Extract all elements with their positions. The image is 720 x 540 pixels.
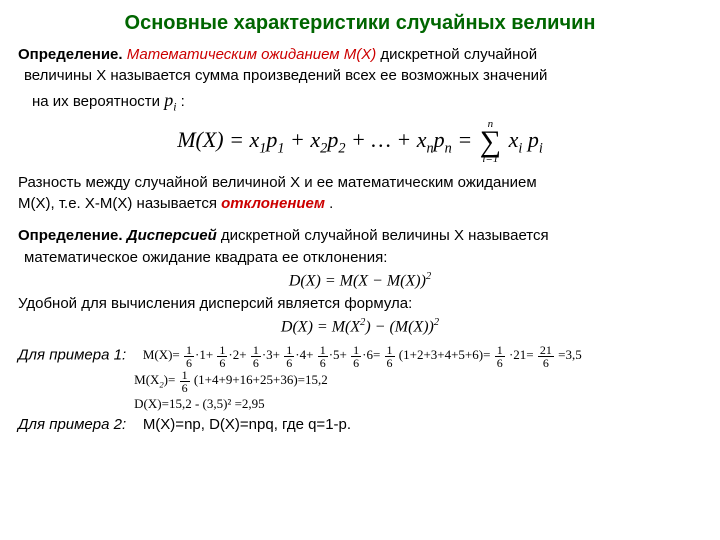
text: дискретной случайной xyxy=(380,46,537,63)
definition-1-line-2: величины X называется сумма произведений… xyxy=(18,66,702,86)
slide-title: Основные характеристики случайных величи… xyxy=(18,10,702,37)
sigma-glyph: ∑ xyxy=(480,130,501,154)
frac: 16 xyxy=(180,369,190,394)
text: на их вероятности xyxy=(32,93,164,110)
example-1-mx: M(X)= 16·1+ 16·2+ 16·3+ 16·4+ 16·5+ 16·6… xyxy=(143,347,582,362)
term-dispersion: Дисперсией xyxy=(127,227,217,244)
example-1-dx: D(X)=15,2 - (3,5)² =2,95 xyxy=(134,396,264,411)
example-1-label: Для примера 1: xyxy=(18,346,126,363)
formula-tail: xi pi xyxy=(509,127,543,152)
definition-label: Определение. xyxy=(18,46,123,63)
text: . xyxy=(329,195,333,212)
frac: 16 xyxy=(318,344,328,369)
mx-result: =3,5 xyxy=(558,347,582,362)
definition-2-line-1: Определение. Дисперсией дискретной случа… xyxy=(18,226,702,246)
deviation-line-2: M(X), т.е. X-M(X) называется отклонением… xyxy=(18,194,702,214)
formula-dispersion-calc: D(X) = M(X2) − (M(X))2 xyxy=(18,316,702,338)
deviation-line-1: Разность между случайной величиной X и е… xyxy=(18,173,702,193)
slide: Основные характеристики случайных величи… xyxy=(0,0,720,446)
mx-mid: (1+2+3+4+5+6)= xyxy=(399,347,491,362)
mx2-rhs: )= xyxy=(164,372,176,387)
text: дискретной случайной величины X называет… xyxy=(221,227,549,244)
frac: 16 xyxy=(284,344,294,369)
frac: 16 xyxy=(385,344,395,369)
frac: 16 xyxy=(217,344,227,369)
term-deviation: отклонением xyxy=(221,195,325,212)
text: M(X), т.е. X-M(X) называется xyxy=(18,195,221,212)
frac: 16 xyxy=(251,344,261,369)
mx2-body: (1+4+9+16+25+36)=15,2 xyxy=(194,372,328,387)
formula-dispersion-def: D(X) = M(X − M(X))2 xyxy=(18,270,702,292)
frac: 16 xyxy=(495,344,505,369)
example-2-body: M(X)=np, D(X)=npq, где q=1-p. xyxy=(143,416,351,433)
frac: 16 xyxy=(184,344,194,369)
sigma-symbol: n ∑ i=1 xyxy=(480,119,501,165)
definition-1-line-3: на их вероятности pi : xyxy=(18,88,702,115)
frac: 16 xyxy=(351,344,361,369)
mx-lhs: M(X)= xyxy=(143,347,180,362)
text: : xyxy=(181,93,185,110)
example-1: Для примера 1: M(X)= 16·1+ 16·2+ 16·3+ 1… xyxy=(18,344,702,414)
mx2-lhs: M(X xyxy=(134,372,159,387)
symbol-pi: pi xyxy=(164,90,176,110)
formula-expectation: M(X) = x1p1 + x2p2 + … + xnpn = n ∑ i=1 … xyxy=(18,119,702,165)
definition-label: Определение. xyxy=(18,227,123,244)
example-2: Для примера 2: M(X)=np, D(X)=npq, где q=… xyxy=(18,415,702,435)
definition-1-line-1: Определение. Математическим ожиданием М(… xyxy=(18,45,702,65)
example-1-mx2: M(X2)= 16 (1+4+9+16+25+36)=15,2 xyxy=(134,372,328,387)
spacer xyxy=(18,215,702,225)
frac: 216 xyxy=(538,344,554,369)
example-2-label: Для примера 2: xyxy=(18,416,126,433)
term-expectation: Математическим ожиданием М(X) xyxy=(127,46,376,63)
sigma-lower: i=1 xyxy=(480,154,501,165)
text: ·21= xyxy=(509,347,534,362)
convenient-formula-text: Удобной для вычисления дисперсий являетс… xyxy=(18,294,702,314)
definition-2-line-2: математическое ожидание квадрата ее откл… xyxy=(18,248,702,268)
formula-lhs: M(X) = x1p1 + x2p2 + … + xnpn = xyxy=(177,127,477,152)
